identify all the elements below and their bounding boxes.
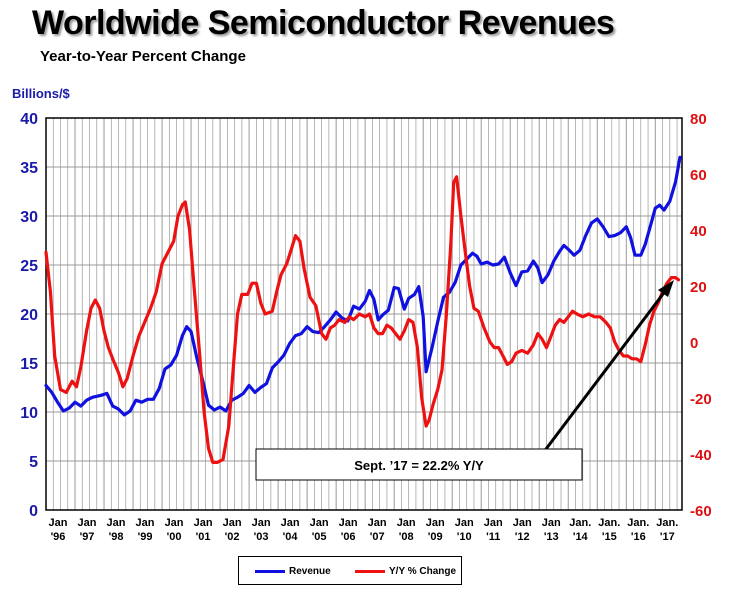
x-tick-label: Jan bbox=[281, 517, 300, 529]
series bbox=[44, 155, 682, 464]
x-tick-label: Jan. bbox=[627, 517, 649, 529]
chart-title: Worldwide Semiconductor Revenues bbox=[32, 4, 615, 42]
x-tick-label: Jan bbox=[107, 517, 126, 529]
x-tick-label: Jan bbox=[397, 517, 416, 529]
x-tick-label: '05 bbox=[312, 531, 327, 543]
legend-label-yy: Y/Y % Change bbox=[389, 565, 457, 577]
annotation-arrow-line bbox=[541, 289, 668, 454]
annotation-box bbox=[255, 448, 583, 481]
right-tick-label: 60 bbox=[690, 167, 707, 184]
x-tick-label: Jan. bbox=[656, 517, 678, 529]
right-tick-label: 40 bbox=[690, 223, 707, 240]
x-tick-label: '03 bbox=[254, 531, 269, 543]
right-tick-label: -60 bbox=[690, 503, 712, 520]
legend-swatch-revenue bbox=[255, 569, 285, 573]
right-tick-label: -40 bbox=[690, 447, 712, 464]
x-tick-label: '13 bbox=[544, 531, 559, 543]
annotation-text: Sept. ’17 = 22.2% Y/Y bbox=[354, 458, 484, 473]
x-tick-label: '99 bbox=[138, 531, 153, 543]
x-tick-label: '12 bbox=[515, 531, 530, 543]
left-tick-label: 10 bbox=[20, 405, 38, 422]
x-tick-label: Jan bbox=[165, 517, 184, 529]
left-tick-label: 35 bbox=[20, 160, 38, 177]
left-tick-label: 25 bbox=[20, 258, 38, 275]
x-tick-label: Jan bbox=[455, 517, 474, 529]
series-revenue-line bbox=[44, 155, 682, 417]
legend-item-yy: Y/Y % Change bbox=[355, 564, 456, 578]
x-tick-label: '09 bbox=[428, 531, 443, 543]
x-tick-label: Jan bbox=[484, 517, 503, 529]
series-yy-change-line bbox=[44, 175, 681, 464]
annotation: Sept. ’17 = 22.2% Y/Y bbox=[255, 280, 674, 481]
x-tick-label: Jan bbox=[310, 517, 329, 529]
left-tick-label: 0 bbox=[29, 503, 38, 520]
x-tick-label: Jan. bbox=[569, 517, 591, 529]
x-tick-label: Jan bbox=[542, 517, 561, 529]
legend-swatch-yy bbox=[355, 569, 385, 573]
x-tick-label: Jan bbox=[78, 517, 97, 529]
x-tick-label: Jan bbox=[136, 517, 155, 529]
x-tick-label: '15 bbox=[602, 531, 617, 543]
x-tick-label: '02 bbox=[225, 531, 240, 543]
x-tick-label: Jan bbox=[426, 517, 445, 529]
legend: Revenue Y/Y % Change bbox=[238, 556, 462, 585]
left-tick-label: 30 bbox=[20, 209, 38, 226]
x-tick-label: '14 bbox=[573, 531, 589, 543]
x-tick-label: '97 bbox=[80, 531, 95, 543]
x-tick-label: '04 bbox=[283, 531, 299, 543]
x-tick-label: '06 bbox=[341, 531, 356, 543]
x-tick-label: Jan bbox=[194, 517, 213, 529]
x-tick-label: Jan bbox=[49, 517, 68, 529]
x-tick-label: Jan bbox=[223, 517, 242, 529]
legend-item-revenue: Revenue bbox=[255, 564, 331, 578]
x-tick-label: '08 bbox=[399, 531, 414, 543]
x-tick-label: Jan bbox=[513, 517, 532, 529]
right-tick-label: 0 bbox=[690, 335, 698, 352]
right-tick-label: -20 bbox=[690, 391, 712, 408]
x-tick-label: '16 bbox=[631, 531, 646, 543]
legend-label-revenue: Revenue bbox=[289, 565, 331, 577]
x-tick-label: '96 bbox=[51, 531, 66, 543]
x-tick-label: '98 bbox=[109, 531, 124, 543]
annotation-arrow-head bbox=[658, 280, 674, 297]
left-tick-label: 5 bbox=[29, 454, 38, 471]
x-tick-label: Jan bbox=[339, 517, 358, 529]
chart-subtitle: Year-to-Year Percent Change bbox=[40, 48, 246, 65]
plot-frame bbox=[45, 117, 683, 511]
right-tick-label: 20 bbox=[690, 279, 707, 296]
x-tick-label: '01 bbox=[196, 531, 211, 543]
left-tick-label: 40 bbox=[20, 111, 38, 128]
left-axis-unit-label: Billions/$ bbox=[12, 86, 70, 101]
x-tick-label: '11 bbox=[486, 531, 500, 543]
left-tick-label: 15 bbox=[20, 356, 38, 373]
x-tick-label: '07 bbox=[370, 531, 385, 543]
x-tick-label: '10 bbox=[457, 531, 472, 543]
x-tick-label: '17 bbox=[660, 531, 675, 543]
x-tick-label: '00 bbox=[167, 531, 182, 543]
x-tick-label: Jan bbox=[252, 517, 271, 529]
left-tick-label: 20 bbox=[20, 307, 38, 324]
x-tick-label: Jan. bbox=[598, 517, 620, 529]
right-tick-label: 80 bbox=[690, 111, 707, 128]
x-tick-label: Jan bbox=[368, 517, 387, 529]
axes: 0 5 10 15 20 25 30 35 40 -60 -40 -20 0 20 40 60 80 Jan '96… bbox=[20, 111, 711, 543]
